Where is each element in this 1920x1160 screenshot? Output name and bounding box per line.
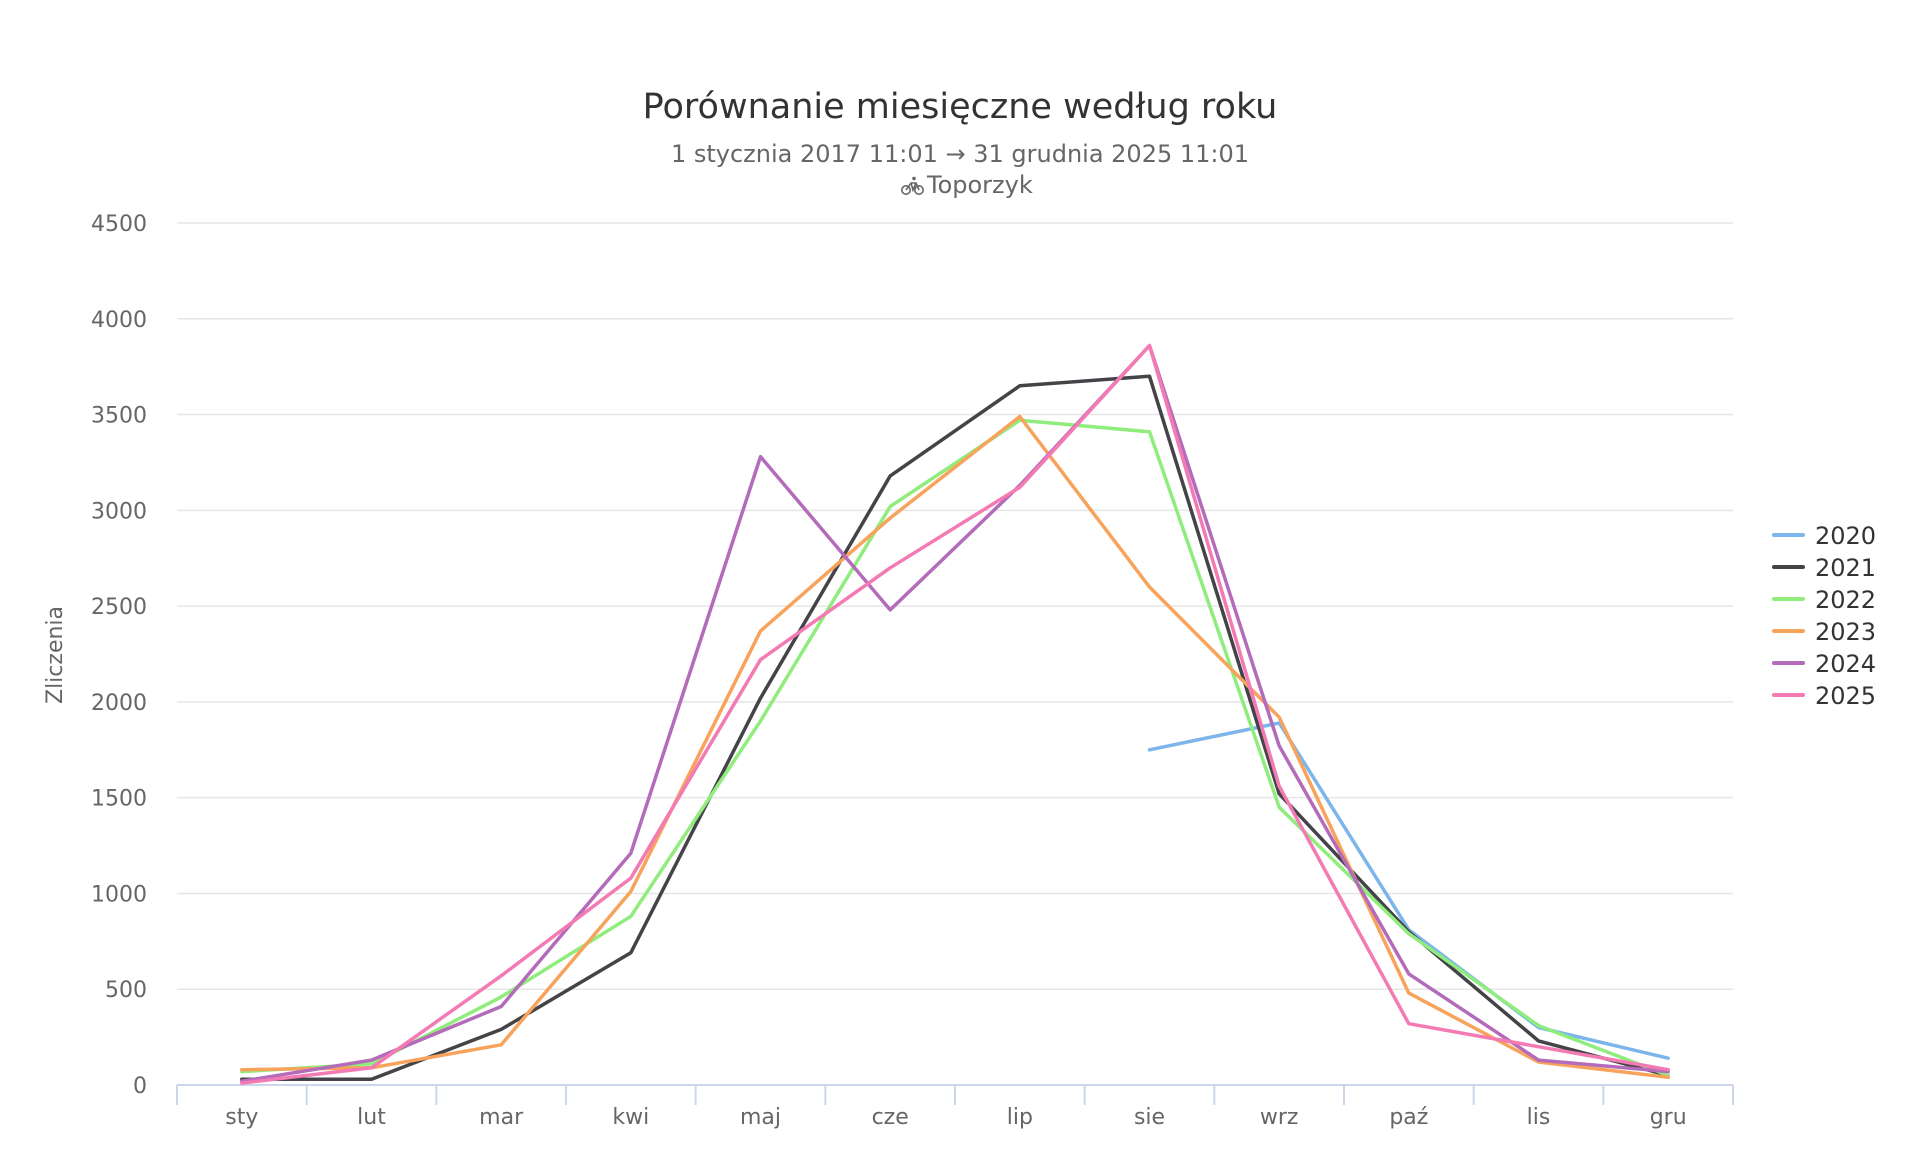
x-tick-label: lis [1527, 1105, 1551, 1130]
chart-subtitle: 1 stycznia 2017 11:01 → 31 grudnia 2025 … [671, 140, 1249, 168]
series-line-2022[interactable] [240, 418, 1670, 1078]
legend-item-2025[interactable]: 2025 [1772, 682, 1876, 710]
x-tick-label: lip [1007, 1105, 1033, 1130]
chart-subtitle-2: Toporzyk [926, 171, 1033, 199]
y-tick-label: 4000 [91, 308, 147, 333]
y-tick-label: 1000 [91, 882, 147, 907]
x-tick-label: paź [1389, 1105, 1428, 1130]
grid-lines [177, 222, 1733, 990]
series-line-2025[interactable] [240, 343, 1670, 1085]
y-tick-label: 1500 [91, 787, 147, 812]
series-lines [240, 343, 1670, 1085]
x-tick-label: kwi [612, 1105, 649, 1130]
x-tick-label: gru [1650, 1105, 1687, 1130]
legend-label: 2020 [1815, 522, 1876, 550]
series-line-2021[interactable] [240, 374, 1670, 1082]
y-tick-label: 3500 [91, 404, 147, 429]
legend-label: 2021 [1815, 554, 1876, 582]
y-tick-label: 0 [133, 1074, 147, 1099]
y-tick-label: 4500 [91, 212, 147, 237]
legend-item-2024[interactable]: 2024 [1772, 650, 1876, 678]
legend-label: 2023 [1815, 618, 1876, 646]
chart-title: Porównanie miesięczne według roku [643, 87, 1278, 127]
x-tick-label: cze [872, 1105, 909, 1130]
series-line-2020[interactable] [1147, 721, 1670, 1060]
series-line-2023[interactable] [240, 414, 1670, 1080]
legend-item-2021[interactable]: 2021 [1772, 554, 1876, 582]
legend-item-2020[interactable]: 2020 [1772, 522, 1876, 550]
chart-subtitle-location: Toporzyk [901, 171, 1033, 199]
series-line-2024[interactable] [240, 343, 1670, 1083]
x-tick-label: wrz [1260, 1105, 1299, 1130]
legend-label: 2022 [1815, 586, 1876, 614]
legend-label: 2025 [1815, 682, 1876, 710]
legend-item-2023[interactable]: 2023 [1772, 618, 1876, 646]
y-axis-title: Zliczenia [43, 606, 68, 704]
bicycle-icon [901, 176, 924, 195]
y-tick-label: 500 [105, 978, 147, 1003]
y-tick-label: 3000 [91, 499, 147, 524]
y-tick-label: 2500 [91, 595, 147, 620]
x-tick-label: sty [225, 1105, 258, 1130]
x-tick-label: maj [740, 1105, 781, 1130]
x-tick-label: mar [479, 1105, 524, 1130]
legend[interactable]: 2020 2021 2022 2023 2024 2025 [1772, 522, 1876, 710]
x-tick-label: lut [357, 1105, 386, 1130]
legend-item-2022[interactable]: 2022 [1772, 586, 1876, 614]
legend-label: 2024 [1815, 650, 1876, 678]
x-axis: sty lut mar kwi maj cze lip sie wrz paź lis gru [176, 1084, 1734, 1130]
y-axis-ticks: 0 500 1000 1500 2000 2500 3000 3500 4000 4500 [91, 212, 147, 1099]
y-tick-label: 2000 [91, 691, 147, 716]
x-tick-label: sie [1134, 1105, 1165, 1130]
